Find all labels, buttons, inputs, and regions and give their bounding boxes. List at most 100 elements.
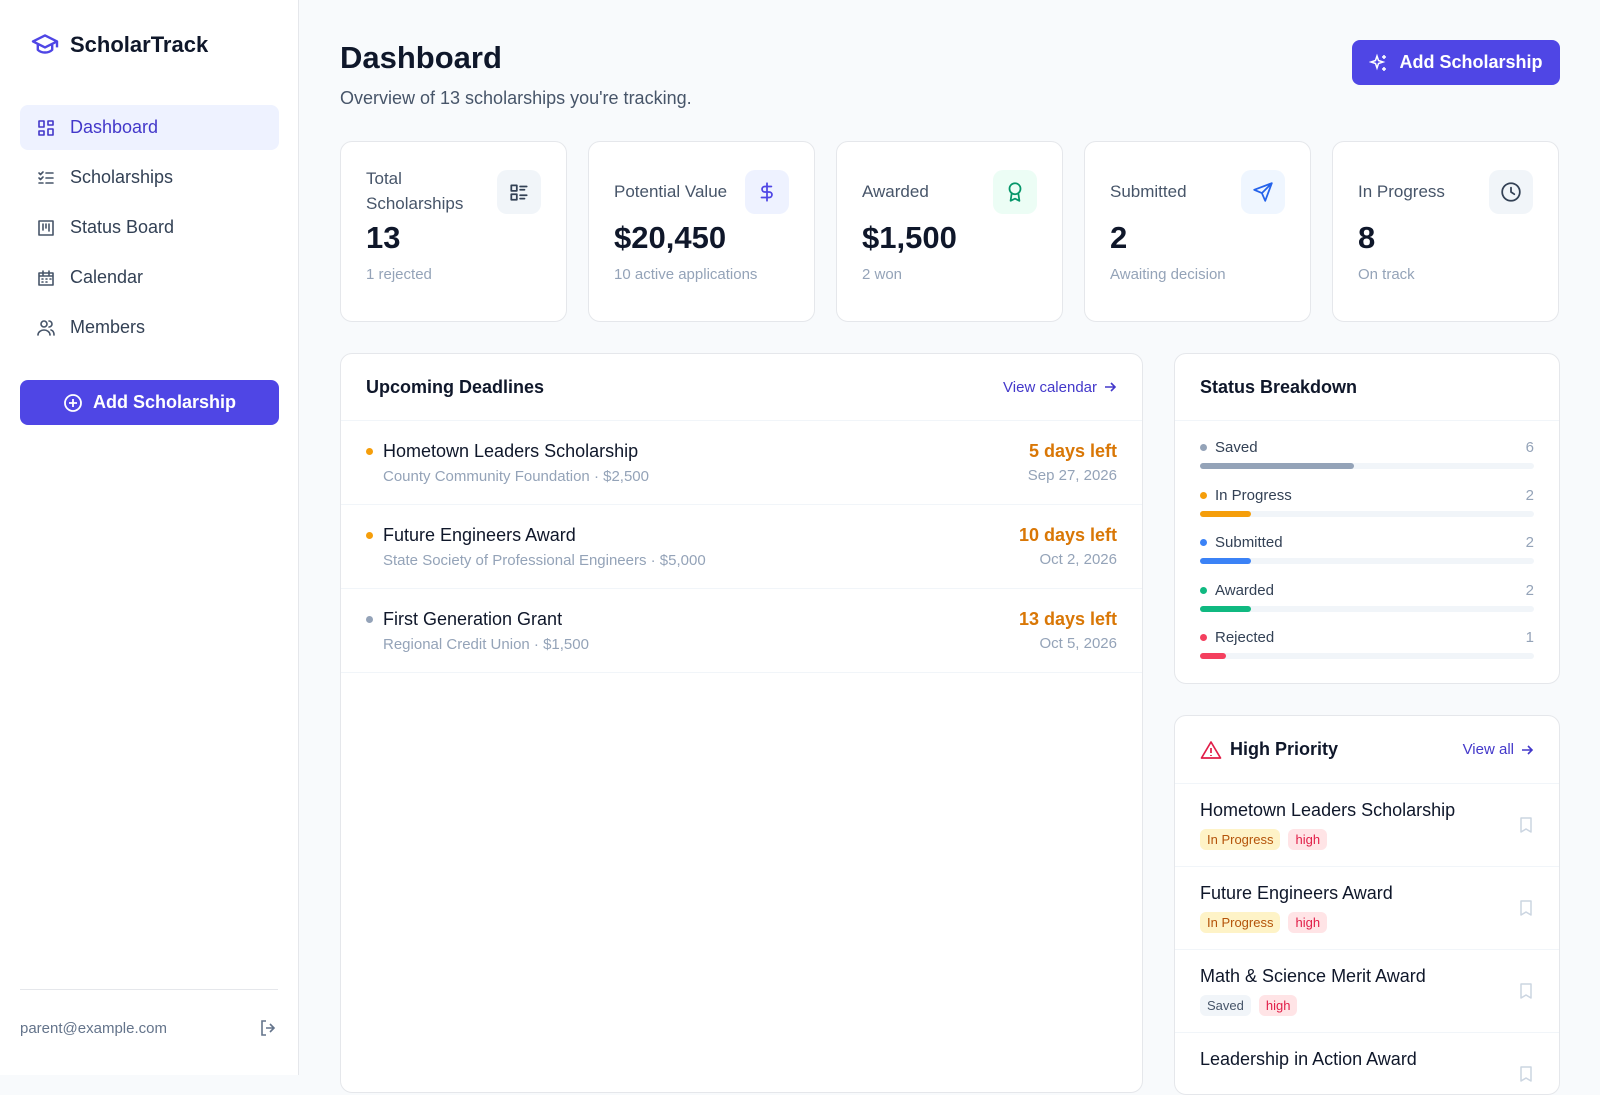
card-title: High Priority xyxy=(1230,739,1339,759)
status-row: Rejected 1 xyxy=(1175,611,1559,660)
nav: Dashboard Scholarships Status Board Calenda… xyxy=(20,105,279,355)
priority-row[interactable]: Future Engineers Award In Progress high xyxy=(1175,867,1559,950)
priority-tag: high xyxy=(1288,912,1328,933)
user-footer: parent@example.com xyxy=(20,989,278,1038)
plus-icon xyxy=(64,393,82,412)
main: Dashboard Overview of 13 scholarships yo… xyxy=(340,0,1560,1095)
status-top: Awarded 2 xyxy=(1200,582,1534,599)
deadline-row[interactable]: Hometown Leaders Scholarship County Commu… xyxy=(341,421,1142,505)
tags: In Progress high xyxy=(1200,912,1534,933)
page-subtitle: Overview of 13 scholarships you're track… xyxy=(340,88,692,108)
status-track xyxy=(1200,653,1534,660)
status-count: 6 xyxy=(1525,439,1534,456)
view-calendar[interactable]: View calendar xyxy=(1003,379,1117,396)
status-list: Saved 6 In Progress 2 Submitted 2 Awarded 2 Reje… xyxy=(1175,421,1559,660)
deadline-date: Sep 27, 2026 xyxy=(1027,467,1117,484)
nav-label: Scholarships xyxy=(70,167,174,187)
nav-item[interactable]: Dashboard xyxy=(20,105,279,150)
status-dot xyxy=(1200,634,1207,642)
view-all[interactable]: View all xyxy=(1463,741,1534,758)
status-count: 2 xyxy=(1525,581,1534,599)
status-dot xyxy=(366,615,373,623)
deadline-row[interactable]: First Generation Grant Regional Credit Un… xyxy=(341,589,1142,673)
arrow xyxy=(1522,744,1534,755)
user-email: parent@example.com xyxy=(20,1019,167,1037)
status-label: Saved xyxy=(1215,439,1258,456)
arrow xyxy=(1105,382,1117,392)
status-row: Saved 6 xyxy=(1175,421,1559,469)
status-dot xyxy=(366,447,373,455)
status-tag: Saved xyxy=(1200,995,1251,1016)
stats: Total Scholarships 13 1 rejected Potential … xyxy=(340,141,1560,322)
bookmark[interactable] xyxy=(1518,1065,1534,1088)
deadline-info: Hometown Leaders Scholarship County Commu… xyxy=(366,441,649,485)
stat-card: Potential Value $20,450 10 active applicat… xyxy=(588,141,815,322)
status-dot xyxy=(1200,539,1207,547)
nav-item[interactable]: Calendar xyxy=(20,255,279,300)
link-label: View calendar xyxy=(1003,378,1097,396)
status-card: Status Breakdown Saved 6 In Progress 2 Submi… xyxy=(1174,353,1560,684)
deadline-when: 13 days left Oct 5, 2026 xyxy=(1019,609,1117,652)
icon xyxy=(1008,182,1022,202)
days-left: 10 days left xyxy=(1018,525,1117,545)
stat-note: 10 active applications xyxy=(614,266,758,283)
status-dot xyxy=(1200,491,1207,499)
deadline-name: First Generation Grant xyxy=(366,609,589,630)
status-label: Submitted xyxy=(1215,534,1283,552)
status-dot xyxy=(1200,586,1207,594)
stat-note: On track xyxy=(1358,266,1415,283)
deadline-when: 10 days left Oct 2, 2026 xyxy=(1019,525,1117,568)
add-button[interactable]: Add Scholarship xyxy=(20,380,279,425)
priority-name: Math & Science Merit Award xyxy=(1200,966,1426,986)
status-row: Submitted 2 xyxy=(1175,516,1559,565)
bookmark[interactable] xyxy=(1518,816,1534,839)
stat-note: 2 won xyxy=(862,266,903,283)
status-top: Submitted 2 xyxy=(1200,534,1534,551)
stat-value: 13 xyxy=(366,220,401,255)
deadline-name: Hometown Leaders Scholarship xyxy=(366,441,649,462)
status-label: In Progress xyxy=(1215,486,1292,504)
deadline-row[interactable]: Future Engineers Award State Society of P… xyxy=(341,505,1142,589)
deadline-when: 5 days left Sep 27, 2026 xyxy=(1028,441,1117,484)
tags: Saved high xyxy=(1200,995,1534,1016)
priority-row[interactable]: Math & Science Merit Award Saved high xyxy=(1175,950,1559,1033)
logout-icon[interactable] xyxy=(258,1018,278,1038)
link-label: View all xyxy=(1462,741,1514,758)
deadline-list: Hometown Leaders Scholarship County Commu… xyxy=(341,421,1142,673)
bookmark[interactable] xyxy=(1518,899,1534,922)
bookmark-icon xyxy=(1520,983,1532,999)
stat-label: In Progress xyxy=(1358,181,1445,201)
priority-row[interactable]: Leadership in Action Award xyxy=(1175,1033,1559,1094)
nav-item[interactable]: Scholarships xyxy=(20,155,279,200)
priority-row[interactable]: Hometown Leaders Scholarship In Progress h… xyxy=(1175,784,1559,867)
page-title: Dashboard xyxy=(340,40,502,75)
priority-list: Hometown Leaders Scholarship In Progress h… xyxy=(1175,784,1559,1094)
icon xyxy=(1501,182,1521,202)
status-label-wrap: Rejected xyxy=(1200,629,1274,646)
deadline-meta: State Society of Professional Engineers … xyxy=(383,551,706,569)
bookmark[interactable] xyxy=(1518,982,1534,1005)
status-top: In Progress 2 xyxy=(1200,487,1534,504)
deadline-date: Oct 2, 2026 xyxy=(1039,551,1117,568)
stat-icon xyxy=(993,170,1037,214)
stat-value: 2 xyxy=(1110,220,1128,255)
stat-icon xyxy=(745,170,789,214)
nav-label: Status Board xyxy=(70,217,175,237)
nav-item[interactable]: Members xyxy=(20,305,279,350)
stat-value: $20,450 xyxy=(614,220,727,255)
card-title: Upcoming Deadlines xyxy=(366,376,545,397)
status-label-wrap: Awarded xyxy=(1200,582,1274,599)
nav-item[interactable]: Status Board xyxy=(20,205,279,250)
stat-card: Awarded $1,500 2 won xyxy=(836,141,1063,322)
status-label: Rejected xyxy=(1215,629,1275,647)
priority-name: Future Engineers Award xyxy=(1200,883,1393,903)
sidebar: ScholarTrack Dashboard Scholarships Status… xyxy=(0,0,299,1075)
status-dot xyxy=(1200,444,1207,451)
add-button[interactable]: Add Scholarship xyxy=(1352,40,1560,85)
warning-icon xyxy=(1200,740,1222,759)
icon xyxy=(38,119,54,136)
status-count: 2 xyxy=(1525,534,1534,552)
icon xyxy=(1253,182,1273,202)
brand[interactable]: ScholarTrack xyxy=(30,32,208,58)
